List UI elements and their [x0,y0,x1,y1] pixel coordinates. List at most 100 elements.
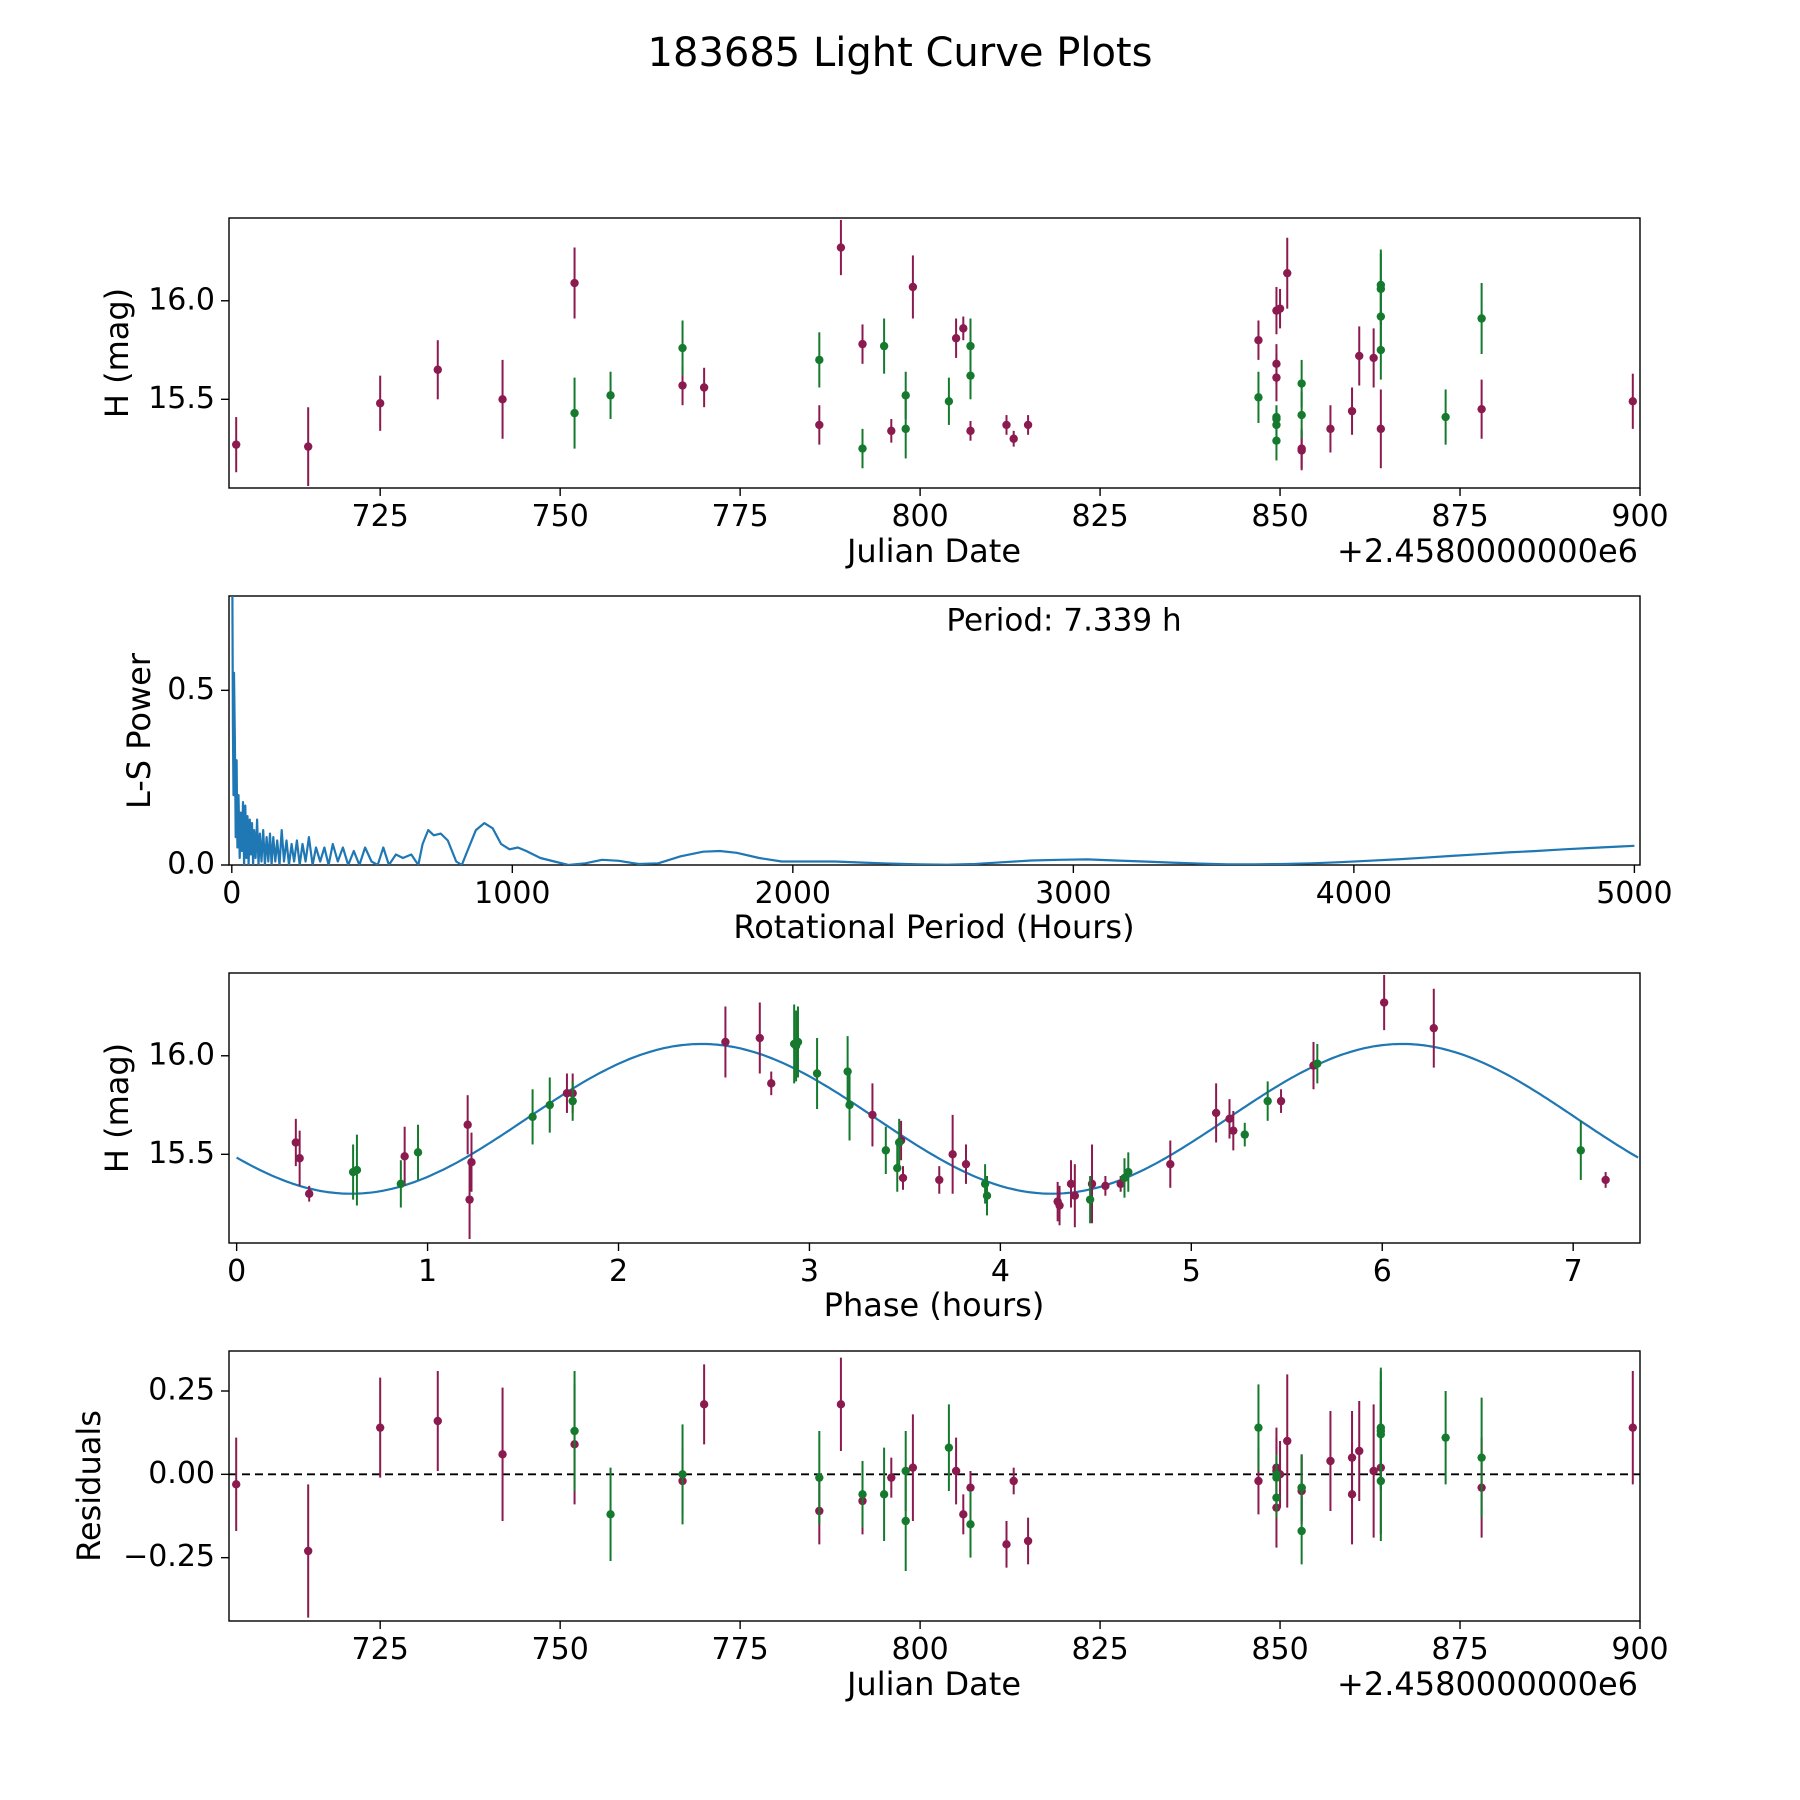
x-tick-label: 3000 [1035,876,1111,911]
red-data-point [433,365,442,374]
x-tick-label: 1000 [474,876,550,911]
green-data-point [815,355,824,365]
x-tick-label: 0 [222,876,241,911]
green-data-point [1313,1059,1322,1068]
green-data-point [812,1069,822,1078]
red-data-point [1254,1476,1263,1486]
red-data-point [908,1463,918,1472]
red-data-point [1283,268,1292,278]
x-tick-label: 850 [1251,1632,1308,1667]
green-data-point [966,341,975,351]
periodogram-panel: 0 1000 2000 3000 4000 5000 0.0 0.5 Period: 7.33… [120,595,1673,946]
x-tick-label: 6 [1373,1254,1392,1289]
red-data-point [1023,1536,1033,1546]
red-data-point [699,1400,709,1409]
red-data-point [570,278,579,288]
y-tick-label: −0.25 [123,1539,215,1574]
red-data-point [1055,1201,1064,1210]
phase-axes-frame [228,972,1641,1244]
red-data-point [1283,1436,1292,1446]
green-data-point [1254,1423,1263,1432]
green-data-point [1085,1195,1095,1204]
green-data-point [1297,1526,1306,1536]
green-data-point [894,1138,904,1147]
light-curve-x-offset: +2.4580000000e6 [1337,532,1638,570]
x-tick-label: 875 [1431,499,1488,534]
residuals-x-offset: +2.4580000000e6 [1337,1665,1638,1703]
phase-marks [236,974,1639,1240]
red-data-point [1229,1126,1238,1135]
red-data-point [1369,1466,1378,1476]
y-tick-label: 0.5 [167,672,215,707]
x-tick-label: 750 [532,499,589,534]
green-data-point [1297,410,1306,420]
red-data-point [959,324,968,333]
red-data-point [433,1416,442,1426]
red-data-point [721,1037,730,1047]
periodogram-ticks: 0 1000 2000 3000 4000 5000 0.0 0.5 [167,672,1672,911]
red-data-point [1023,420,1033,430]
red-data-point [1101,1181,1110,1191]
light-curve-x-label: Julian Date [845,532,1021,570]
red-data-point [935,1175,944,1185]
x-tick-label: 5 [1182,1254,1201,1289]
red-data-point [951,334,961,343]
phase-y-label: H (mag) [98,1043,136,1173]
light-curve-ticks: 725 750 775 800 825 850 875 900 15.5 16.0 [148,282,1668,534]
green-data-point [1477,314,1486,323]
green-data-point [845,1100,854,1110]
green-data-point [901,391,910,400]
red-data-point [1275,304,1285,313]
red-data-point [1009,434,1018,443]
red-data-point [948,1150,957,1159]
red-data-point [1326,424,1335,434]
green-data-point [1477,1453,1486,1462]
y-tick-label: 0.00 [148,1456,215,1491]
x-tick-label: 900 [1611,1632,1668,1667]
red-data-point [231,440,241,449]
red-data-point [498,1450,507,1459]
red-data-point [961,1159,971,1169]
red-data-point [465,1195,474,1204]
red-data-point [1166,1159,1175,1169]
green-data-point [1441,412,1450,422]
green-data-point [568,1096,577,1106]
green-data-point [1376,312,1386,321]
red-data-point [1628,397,1638,406]
red-data-point [1477,404,1486,414]
x-tick-label: 725 [352,499,409,534]
periodogram-marks [231,596,1635,865]
red-data-point [1211,1108,1221,1118]
red-data-point [755,1033,764,1043]
green-data-point [606,1510,615,1519]
green-data-point [1272,436,1281,445]
period-annotation: Period: 7.339 h [946,603,1181,639]
red-data-point [1272,373,1281,382]
red-data-point [303,1546,313,1556]
model-fit-curve [236,1042,1639,1195]
red-data-point [1326,1456,1335,1466]
periodogram-x-label: Rotational Period (Hours) [733,908,1134,946]
red-data-point [815,420,824,430]
green-data-point [678,343,687,353]
red-data-point [304,1189,314,1198]
red-data-point [1347,406,1357,416]
green-data-point [1254,393,1263,402]
y-tick-label: 0.25 [148,1373,215,1408]
x-tick-label: 0 [227,1254,246,1289]
green-data-point [413,1148,423,1157]
light-curve-marks [231,219,1638,487]
x-tick-label: 775 [711,1632,768,1667]
x-tick-label: 2 [609,1254,628,1289]
green-data-point [606,391,615,400]
red-data-point [699,383,709,392]
green-data-point [396,1179,406,1189]
green-data-point [1376,345,1386,355]
x-tick-label: 850 [1251,499,1308,534]
red-data-point [678,381,687,390]
light-curve-axes-frame [228,217,1641,489]
residuals-y-label: Residuals [70,1410,108,1562]
green-data-point [1240,1130,1249,1139]
green-data-point [901,1516,910,1526]
red-data-point [1002,420,1011,430]
